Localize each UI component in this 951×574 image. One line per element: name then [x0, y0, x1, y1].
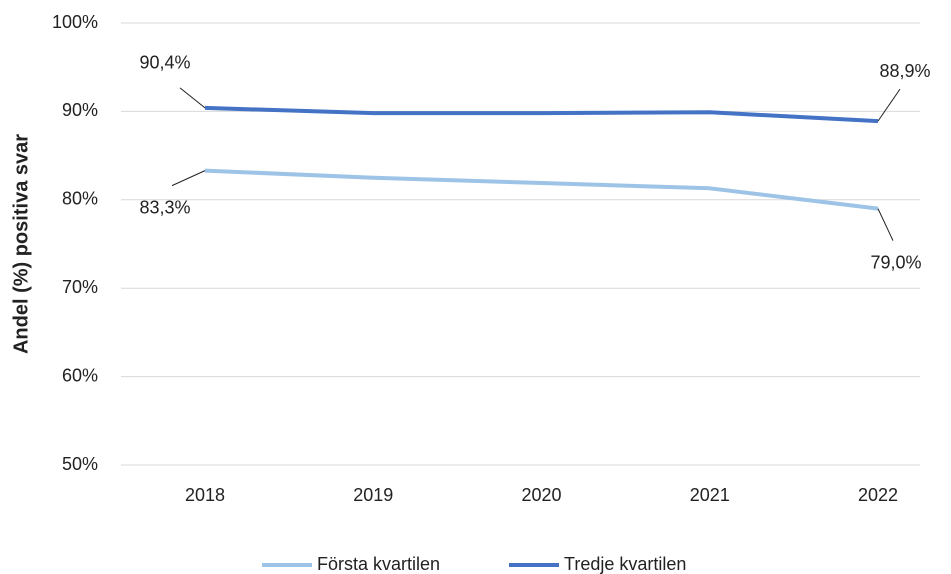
data-label: 88,9% [879, 61, 930, 81]
data-label: 90,4% [139, 53, 190, 73]
y-tick-label: 100% [52, 12, 98, 32]
label-leader [877, 208, 894, 241]
y-tick-label: 90% [62, 100, 98, 120]
label-leader [171, 170, 206, 187]
x-tick-label: 2019 [353, 485, 393, 505]
x-tick-label: 2018 [185, 485, 225, 505]
legend-label: Tredje kvartilen [564, 554, 686, 574]
x-tick-label: 2022 [858, 485, 898, 505]
x-tick-label: 2020 [521, 485, 561, 505]
y-axis-title: Andel (%) positiva svar [10, 134, 32, 354]
y-tick-label: 70% [62, 277, 98, 297]
legend-label: Första kvartilen [317, 554, 440, 574]
y-tick-label: 80% [62, 189, 98, 209]
label-leader [877, 88, 901, 122]
series-line [204, 105, 879, 124]
y-tick-label: 60% [62, 365, 98, 385]
x-tick-label: 2021 [690, 485, 730, 505]
data-label: 79,0% [870, 252, 921, 272]
data-label: 83,3% [139, 197, 190, 217]
series-line [204, 168, 879, 211]
label-leader [179, 87, 206, 109]
y-tick-label: 50% [62, 454, 98, 474]
